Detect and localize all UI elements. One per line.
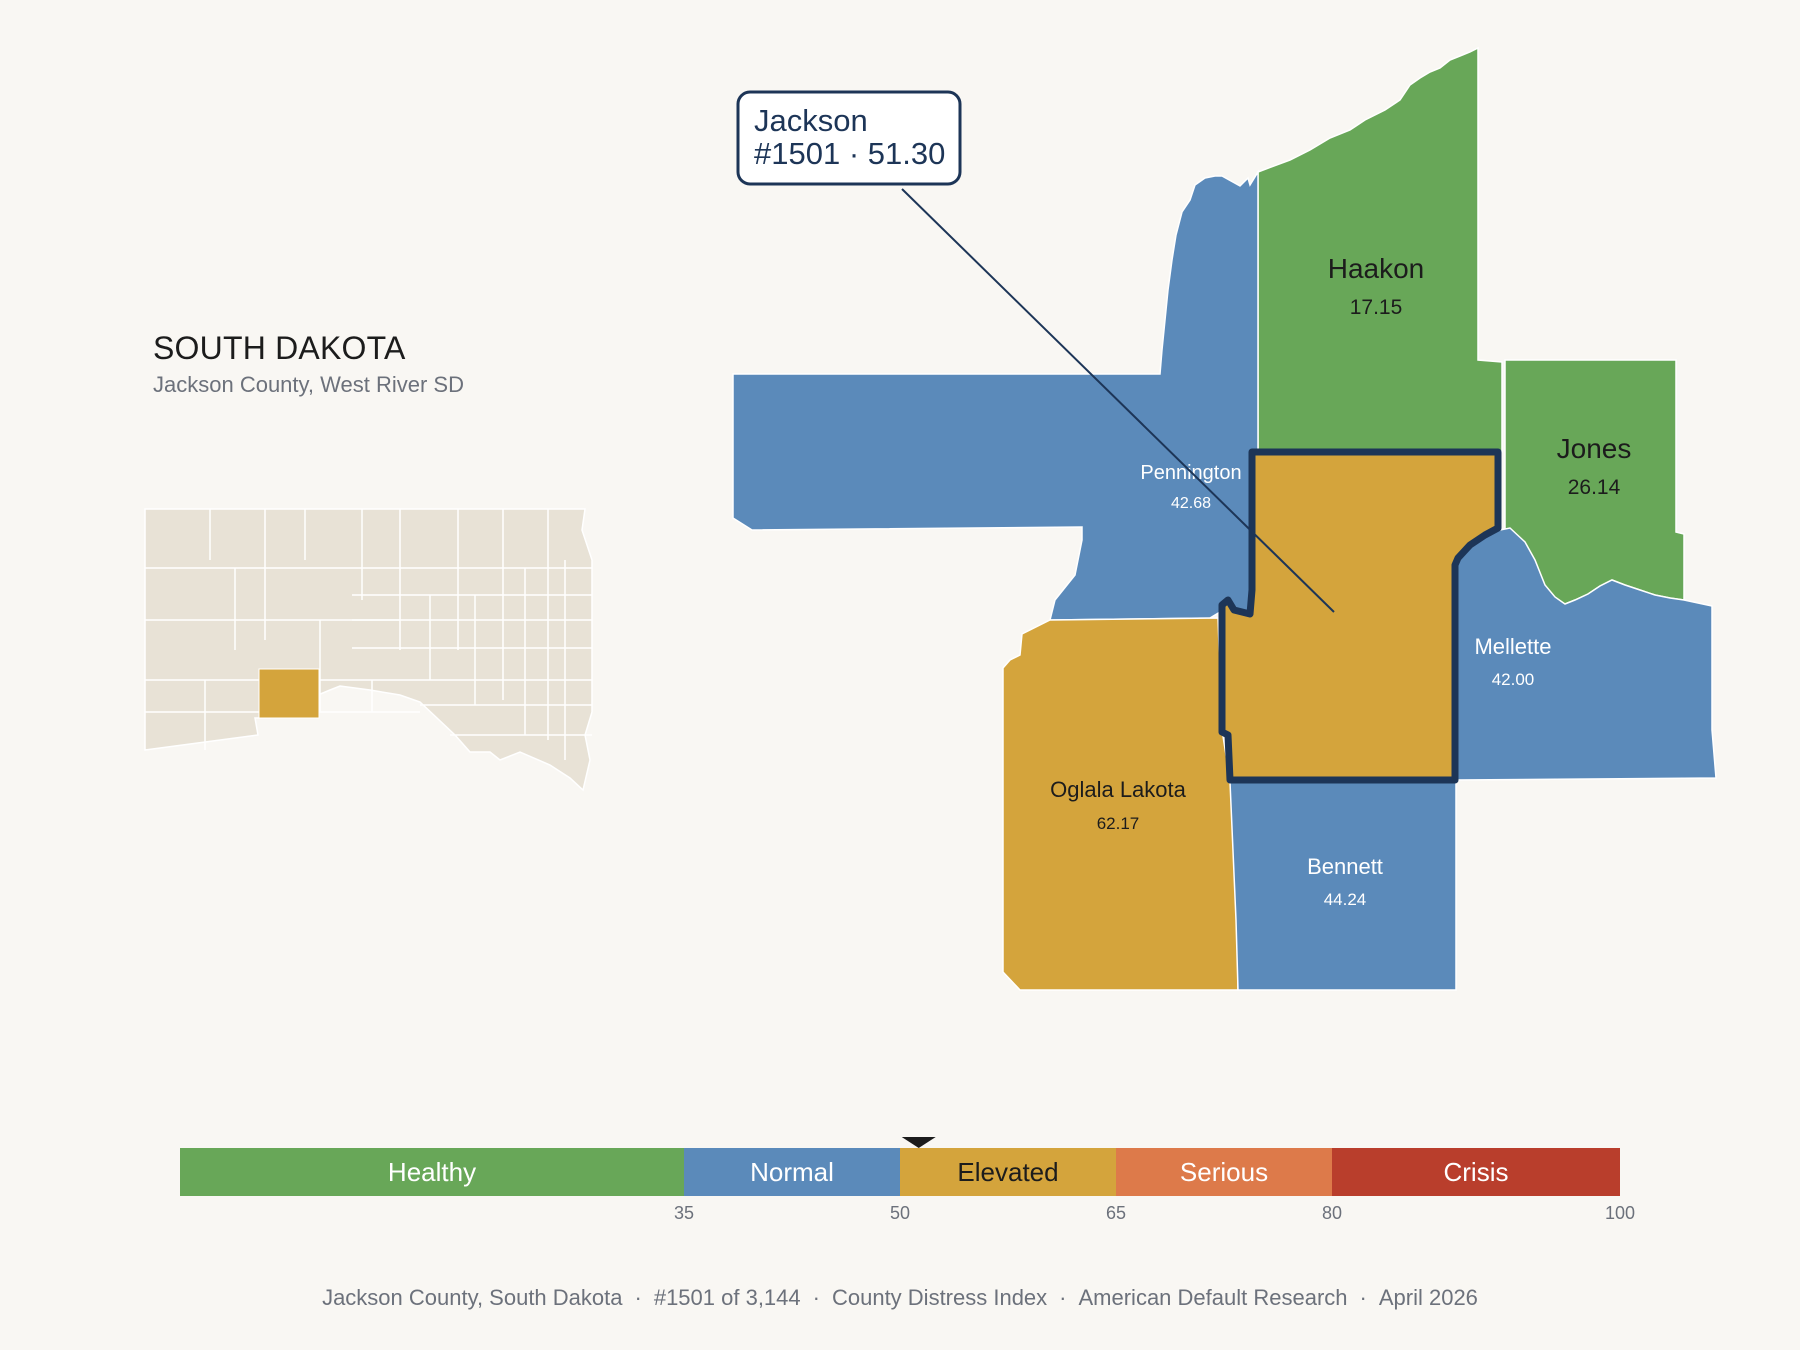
footer: Jackson County, South Dakota · #1501 of 3,… <box>322 1285 1478 1310</box>
label-haakon-value: 17.15 <box>1350 296 1403 319</box>
label-bennett-name: Bennett <box>1307 854 1383 879</box>
legend-band-elevated <box>900 1148 1116 1196</box>
label-bennett-value: 44.24 <box>1324 890 1367 909</box>
county-callout: Jackson #1501 · 51.30 <box>736 90 1335 613</box>
legend-tick-35: 35 <box>674 1203 694 1223</box>
legend-band-crisis <box>1332 1148 1620 1196</box>
map-subtitle: Jackson County, West River SD <box>153 372 464 397</box>
county-labels: Haakon 17.15 Jones 26.14 Pennington 42.6… <box>1050 253 1631 909</box>
legend-label-crisis: Crisis <box>1444 1157 1509 1187</box>
county-map <box>732 46 1717 991</box>
footer-date: April 2026 <box>1378 1285 1478 1310</box>
callout-box <box>736 90 962 186</box>
label-mellette-name: Mellette <box>1474 634 1551 659</box>
legend-tick-50: 50 <box>890 1203 910 1223</box>
callout-leader-line <box>901 188 1335 613</box>
label-oglala-name: Oglala Lakota <box>1050 777 1187 802</box>
county-bennett[interactable] <box>1229 781 1457 991</box>
label-jones-value: 26.14 <box>1568 476 1621 499</box>
footer-rank: #1501 of 3,144 <box>653 1285 801 1310</box>
county-pennington[interactable] <box>732 169 1259 621</box>
legend-value-marker <box>901 1137 936 1148</box>
distress-scale-legend: Healthy Normal Elevated Serious Crisis 35 50 65… <box>180 1137 1635 1223</box>
legend-band-normal <box>684 1148 900 1196</box>
legend-label-healthy: Healthy <box>388 1157 476 1187</box>
label-pennington-value: 42.68 <box>1171 495 1211 512</box>
callout-county-name: Jackson <box>754 103 868 138</box>
legend-tick-65: 65 <box>1106 1203 1126 1223</box>
inset-highlight-jackson <box>258 668 320 719</box>
county-jackson[interactable] <box>1218 448 1502 784</box>
county-mellette[interactable] <box>1454 527 1717 781</box>
callout-county-detail: #1501 · 51.30 <box>754 136 945 171</box>
map-title: SOUTH DAKOTA <box>153 330 406 366</box>
footer-index: County Distress Index <box>831 1285 1048 1310</box>
county-haakon[interactable] <box>1257 46 1503 453</box>
legend-band-serious <box>1116 1148 1332 1196</box>
legend-band-healthy <box>180 1148 684 1196</box>
footer-source: American Default Research <box>1078 1285 1348 1310</box>
legend-label-elevated: Elevated <box>957 1157 1058 1187</box>
label-jones-name: Jones <box>1557 433 1632 464</box>
label-oglala-value: 62.17 <box>1097 814 1140 833</box>
legend-tick-80: 80 <box>1322 1203 1342 1223</box>
label-haakon-name: Haakon <box>1328 253 1425 284</box>
legend-tick-100: 100 <box>1605 1203 1635 1223</box>
footer-county: Jackson County, South Dakota <box>322 1285 623 1310</box>
county-oglala-lakota[interactable] <box>1002 617 1239 991</box>
state-locator-map <box>144 508 593 792</box>
label-mellette-value: 42.00 <box>1492 670 1535 689</box>
legend-label-normal: Normal <box>750 1157 834 1187</box>
legend-label-serious: Serious <box>1180 1157 1268 1187</box>
